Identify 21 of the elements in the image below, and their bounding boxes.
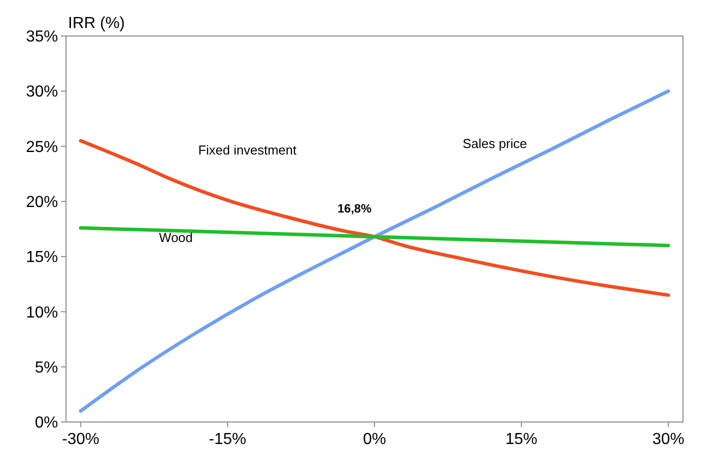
annotation: 16,8% bbox=[337, 202, 372, 216]
series-label: Wood bbox=[159, 230, 193, 246]
x-tick-label: 15% bbox=[505, 431, 538, 448]
y-axis-title: IRR (%) bbox=[68, 15, 125, 32]
x-tick-label: -15% bbox=[208, 431, 246, 448]
x-tick-label: -30% bbox=[62, 431, 100, 448]
y-tick-label: 10% bbox=[26, 304, 58, 322]
y-tick-label: 0% bbox=[34, 414, 58, 432]
y-tick-label: 35% bbox=[26, 28, 58, 46]
line-series bbox=[78, 89, 670, 413]
text: Fixed investment bbox=[198, 142, 297, 158]
series-label: Sales price bbox=[462, 136, 527, 152]
line-series bbox=[78, 226, 670, 248]
y-tick-label: 25% bbox=[26, 138, 58, 156]
y-tick-label: 30% bbox=[26, 84, 58, 101]
line-series bbox=[78, 139, 670, 297]
y-tick-label: 20% bbox=[26, 194, 58, 212]
y-tick-label: 15% bbox=[26, 249, 58, 266]
y-tick-label: 5% bbox=[34, 359, 58, 376]
x-tick-label: 30% bbox=[652, 431, 684, 448]
x-tick-label: 0% bbox=[362, 431, 386, 448]
